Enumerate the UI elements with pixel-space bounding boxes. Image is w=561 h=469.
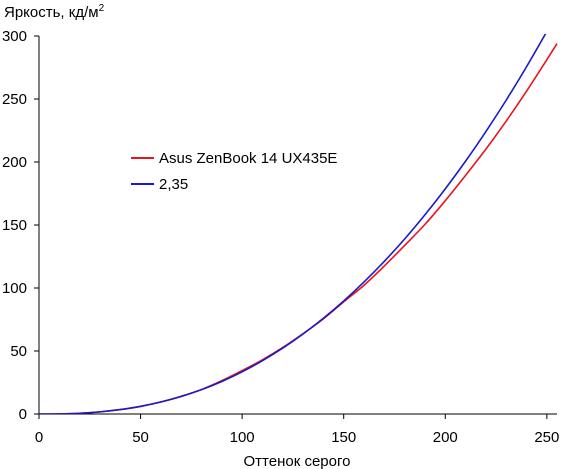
legend-label-2: 2,35 (159, 176, 188, 193)
x-tick-label-50: 50 (132, 429, 149, 446)
y-tick-label-150: 150 (2, 217, 27, 234)
series-line-1 (39, 43, 558, 414)
x-tick-label-100: 100 (230, 429, 255, 446)
x-tick-label-200: 200 (433, 429, 458, 446)
legend: Asus ZenBook 14 UX435E 2,35 (131, 150, 337, 193)
x-tick-label-0: 0 (35, 429, 43, 446)
y-axis-label: Яркость, кд/м2 (4, 3, 105, 21)
x-tick-label-150: 150 (331, 429, 356, 446)
x-tick-label-250: 250 (534, 429, 559, 446)
legend-label-1: Asus ZenBook 14 UX435E (159, 150, 337, 167)
x-axis-label: Оттенок серого (244, 453, 351, 469)
y-tick-label-0: 0 (19, 406, 27, 423)
y-tick-label-250: 250 (2, 91, 27, 108)
y-tick-label-200: 200 (2, 154, 27, 171)
series-lines (39, 34, 558, 414)
y-tick-label-50: 50 (10, 343, 27, 360)
y-tick-label-100: 100 (2, 280, 27, 297)
series-line-2 (39, 34, 547, 414)
plot-axes: 0 50 100 150 200 250 300 0 50 100 150 200 250 (2, 28, 559, 446)
y-tick-label-300: 300 (2, 28, 27, 45)
